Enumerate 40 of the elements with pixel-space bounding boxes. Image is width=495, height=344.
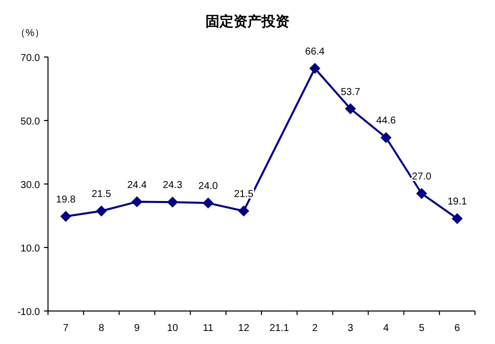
y-tick-label: 30.0 [20, 180, 40, 191]
data-label: 53.7 [340, 86, 361, 98]
y-tick-label: 70.0 [20, 53, 40, 64]
data-label: 44.6 [376, 116, 396, 127]
x-tick-label: 11 [202, 323, 214, 334]
data-label: 21.5 [92, 188, 112, 200]
x-tick-label: 4 [383, 323, 390, 334]
x-tick-label: 12 [238, 323, 250, 334]
x-tick-label: 7 [63, 323, 70, 334]
point [380, 132, 392, 144]
y-tick-label: 50.0 [20, 116, 40, 128]
data-label: 24.0 [198, 181, 218, 192]
data-label: 24.4 [127, 180, 148, 191]
point [416, 188, 428, 200]
y-tick-label: 10.0 [20, 244, 40, 254]
x-tick-label: 6 [454, 323, 460, 334]
point [96, 205, 107, 216]
point [167, 196, 178, 208]
data-label: 27.0 [412, 172, 432, 183]
data-label: 66.4 [305, 46, 326, 58]
x-tick-label: 3 [348, 323, 354, 334]
point [238, 205, 250, 216]
point [452, 213, 463, 224]
data-label: 24.3 [162, 180, 183, 192]
point [131, 196, 142, 208]
y-tick-label: -10.0 [17, 307, 40, 318]
x-tick-label: 9 [134, 323, 140, 334]
chart-title: 固定资产投资 [206, 13, 290, 29]
data-label: 19.8 [56, 194, 76, 206]
x-tick-label: 2 [312, 323, 318, 334]
point [344, 103, 356, 114]
x-tick-label: 21.1 [270, 323, 290, 334]
point [309, 62, 320, 74]
x-tick-label: 8 [98, 323, 105, 334]
point [60, 210, 72, 222]
x-tick-label: 5 [418, 323, 425, 334]
point [202, 198, 214, 209]
data-label: 19.1 [447, 196, 468, 208]
y-axis-title: （%） [16, 28, 44, 39]
x-tick-label: 10 [166, 323, 179, 334]
